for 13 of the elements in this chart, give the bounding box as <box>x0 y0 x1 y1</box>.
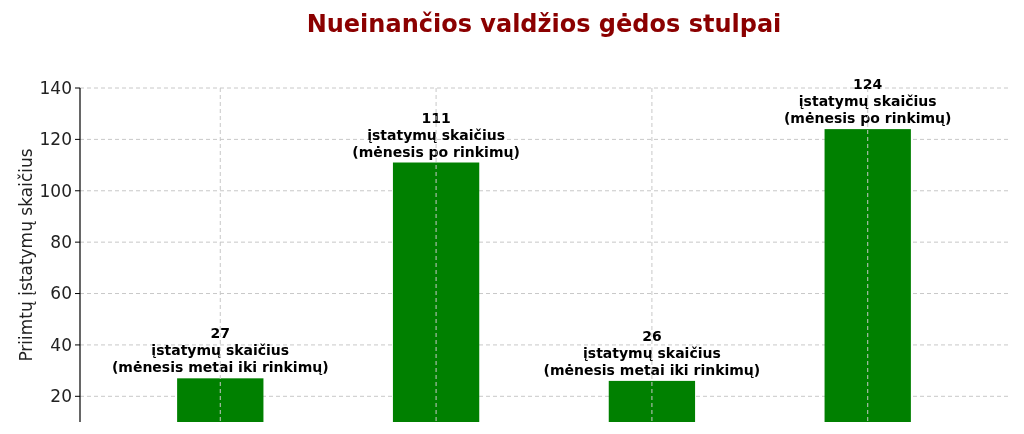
y-tick-label: 20 <box>50 386 72 407</box>
data-label: 26 įstatymų skaičius (mėnesis metai iki rinkimų) <box>543 327 761 378</box>
y-tick-label: 100 <box>39 180 72 201</box>
data-label: 27 įstatymų skaičius (mėnesis metai iki rinkimų) <box>111 325 329 376</box>
y-tick-label: 80 <box>50 232 72 253</box>
y-axis-title: Priimtų įstatymų skaičius <box>16 148 36 362</box>
data-label: 124 įstatymų skaičius (mėnesis po rinkimų) <box>783 76 952 127</box>
data-label: 111 įstatymų skaičius (mėnesis po rinkimų) <box>352 109 520 160</box>
y-tick-label: 120 <box>39 129 72 150</box>
chart-title: Nueinančios valdžios gėdos stulpai <box>306 10 782 38</box>
y-tick-label: 60 <box>50 283 72 304</box>
y-tick-label: 140 <box>39 77 72 98</box>
y-tick-label: 40 <box>50 334 72 355</box>
